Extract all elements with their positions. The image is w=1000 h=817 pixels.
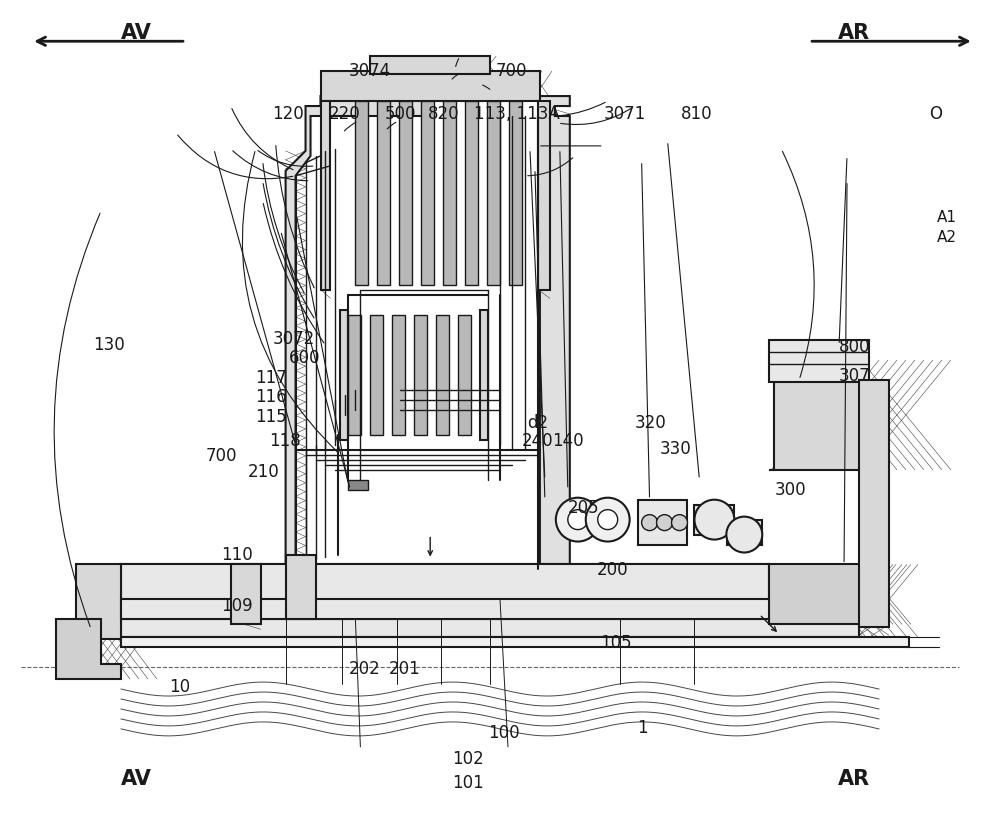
Circle shape: [642, 515, 658, 530]
Text: 118: 118: [269, 432, 300, 450]
Bar: [121, 565, 769, 619]
Polygon shape: [286, 96, 425, 589]
Text: 600: 600: [289, 349, 320, 367]
Text: 307: 307: [839, 367, 871, 385]
Bar: [421, 101, 434, 285]
Text: 700: 700: [496, 62, 528, 80]
Bar: [121, 619, 859, 637]
Bar: [370, 315, 383, 435]
Text: 800: 800: [839, 338, 871, 356]
Circle shape: [586, 498, 630, 542]
Text: 205: 205: [568, 499, 599, 517]
Text: 116: 116: [255, 388, 286, 406]
Bar: [487, 101, 500, 285]
Text: 700: 700: [206, 447, 237, 465]
Polygon shape: [769, 360, 869, 470]
Text: 210: 210: [248, 463, 279, 481]
Bar: [414, 315, 427, 435]
Bar: [443, 101, 456, 285]
Bar: [348, 480, 368, 489]
Circle shape: [672, 515, 687, 530]
Text: 115: 115: [255, 408, 286, 426]
Text: 320: 320: [635, 414, 666, 432]
Text: 3074: 3074: [348, 62, 391, 80]
Bar: [480, 310, 488, 440]
Text: 109: 109: [221, 596, 252, 614]
Text: 110: 110: [221, 546, 253, 564]
Text: 330: 330: [660, 440, 691, 458]
Bar: [320, 101, 330, 290]
Bar: [121, 600, 769, 619]
Bar: [538, 101, 550, 290]
Text: 140: 140: [552, 432, 583, 450]
Text: 101: 101: [452, 774, 484, 792]
Text: 820: 820: [428, 105, 460, 123]
Text: AR: AR: [838, 23, 870, 43]
Text: 120: 120: [272, 105, 303, 123]
Polygon shape: [76, 565, 121, 659]
Text: 220: 220: [328, 105, 360, 123]
Bar: [509, 101, 522, 285]
Bar: [121, 637, 909, 647]
Bar: [320, 71, 540, 101]
Text: A2: A2: [937, 230, 957, 245]
Text: 100: 100: [488, 724, 520, 742]
Bar: [377, 101, 390, 285]
Text: 201: 201: [388, 660, 420, 678]
Text: AV: AV: [121, 769, 151, 789]
Circle shape: [568, 510, 588, 529]
Bar: [465, 101, 478, 285]
Text: 810: 810: [680, 105, 712, 123]
Text: 105: 105: [600, 634, 631, 652]
Bar: [458, 315, 471, 435]
Bar: [286, 555, 316, 619]
Bar: [370, 56, 490, 74]
Text: 240: 240: [522, 432, 554, 450]
Text: O: O: [929, 105, 942, 123]
Bar: [769, 340, 869, 382]
Text: 300: 300: [774, 481, 806, 499]
Text: 3071: 3071: [604, 105, 646, 123]
Text: 10: 10: [169, 678, 190, 696]
Circle shape: [726, 516, 762, 552]
Circle shape: [694, 500, 734, 539]
Text: 202: 202: [348, 660, 380, 678]
Bar: [340, 310, 348, 440]
Text: AR: AR: [838, 769, 870, 789]
Bar: [638, 500, 687, 545]
Text: 1: 1: [638, 720, 648, 738]
Text: AV: AV: [121, 23, 151, 43]
Bar: [348, 315, 361, 435]
Circle shape: [556, 498, 600, 542]
Polygon shape: [56, 619, 121, 679]
Text: d2: d2: [527, 414, 548, 432]
Polygon shape: [121, 565, 859, 637]
Text: 117: 117: [255, 368, 286, 386]
Circle shape: [657, 515, 673, 530]
Bar: [436, 315, 449, 435]
Text: 102: 102: [452, 750, 484, 768]
Bar: [392, 315, 405, 435]
Text: 3072: 3072: [273, 330, 315, 348]
Bar: [355, 101, 368, 285]
Bar: [231, 565, 261, 624]
Text: 500: 500: [384, 105, 416, 123]
Text: A1: A1: [937, 210, 957, 225]
Bar: [859, 380, 889, 627]
Bar: [694, 505, 734, 534]
Polygon shape: [540, 96, 570, 589]
Text: 130: 130: [93, 336, 125, 354]
Bar: [727, 520, 762, 545]
Text: 200: 200: [597, 560, 628, 578]
Bar: [399, 101, 412, 285]
Circle shape: [598, 510, 618, 529]
Text: 113, 113A: 113, 113A: [474, 105, 560, 123]
Bar: [769, 565, 869, 624]
